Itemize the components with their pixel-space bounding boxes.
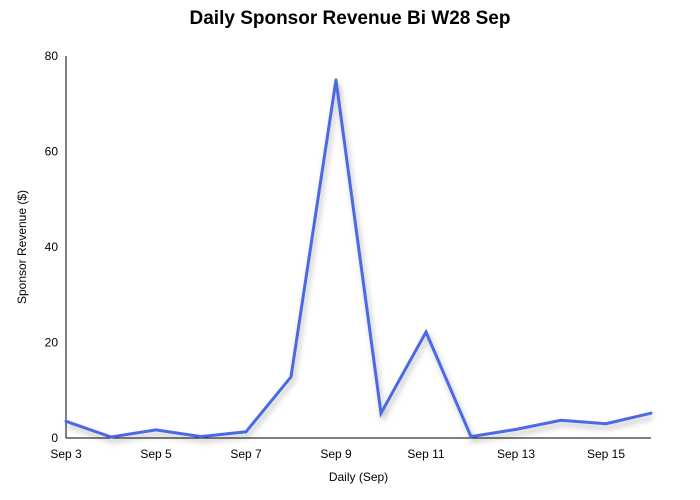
data-point [649, 411, 653, 415]
data-point [109, 435, 113, 439]
axes [65, 56, 651, 439]
x-tick-label: Sep 7 [230, 447, 262, 461]
data-point [514, 427, 518, 431]
data-point [604, 422, 608, 426]
data-point [64, 419, 68, 423]
tick-labels: 0 20 40 60 80 Sep 3 Sep 5 Sep 7 Sep 9 Sep 11 Sep 1… [45, 49, 626, 461]
y-tick-label: 0 [51, 431, 58, 445]
data-point [469, 435, 473, 439]
y-tick-label: 80 [45, 49, 59, 63]
data-point [559, 418, 563, 422]
series-layer [64, 78, 653, 439]
y-tick-label: 60 [45, 145, 59, 159]
x-tick-label: Sep 9 [320, 447, 352, 461]
x-axis-label: Daily (Sep) [329, 470, 388, 484]
x-tick-label: Sep 3 [50, 447, 82, 461]
series-line [65, 79, 652, 439]
x-tick-label: Sep 5 [140, 447, 172, 461]
chart-title: Daily Sponsor Revenue Bi W28 Sep [189, 8, 511, 29]
data-point [199, 435, 203, 439]
data-point [334, 78, 338, 82]
x-tick-label: Sep 13 [497, 447, 535, 461]
data-point [244, 430, 248, 434]
data-point [379, 411, 383, 415]
data-point [424, 330, 428, 334]
data-point [154, 428, 158, 432]
x-tick-label: Sep 11 [407, 447, 444, 461]
y-axis-label: Sponsor Revenue ($) [15, 190, 29, 304]
y-tick-label: 40 [45, 240, 59, 254]
data-point [289, 375, 293, 379]
y-tick-label: 20 [45, 336, 59, 350]
x-tick-label: Sep 15 [587, 447, 625, 461]
